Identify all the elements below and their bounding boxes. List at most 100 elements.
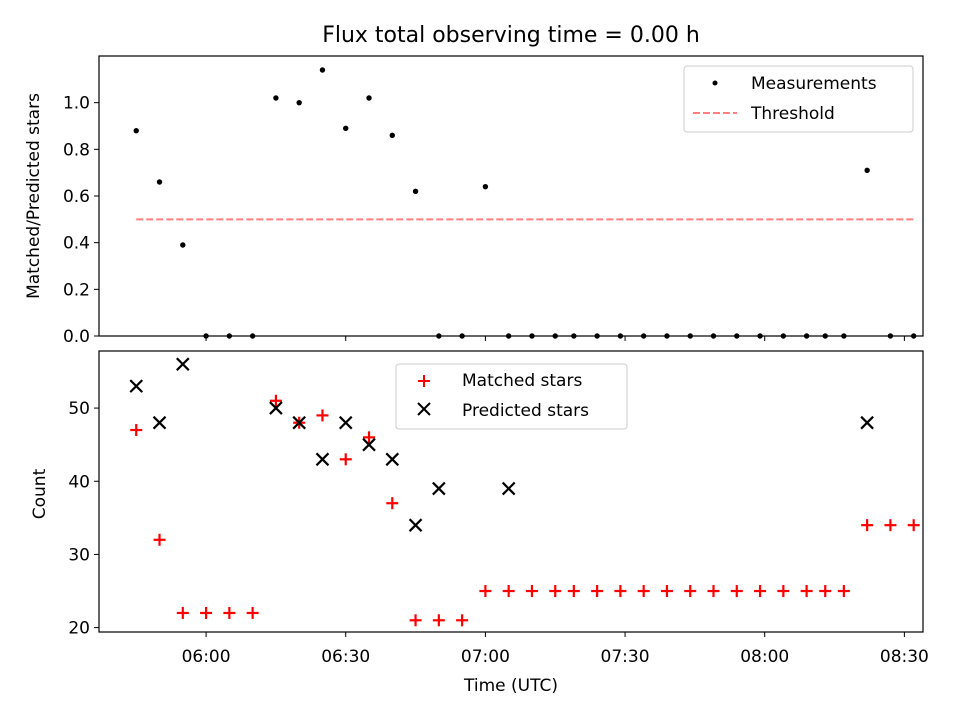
measurement-point (133, 127, 139, 134)
top-x-ticks (205, 336, 905, 341)
predicted-star-point (129, 379, 144, 393)
measurement-point (664, 333, 670, 339)
matched-star-point (479, 585, 492, 598)
matched-star-point (614, 585, 627, 598)
measurement-point (734, 333, 740, 339)
predicted-star-point (501, 481, 516, 496)
measurement-point (319, 67, 326, 73)
measurement-point (436, 333, 442, 339)
matched-star-point (549, 585, 562, 598)
top-legend: Measurements Threshold (683, 65, 914, 133)
measurement-point (226, 333, 233, 339)
matched-star-point (153, 533, 166, 546)
matched-star-point (176, 606, 189, 619)
measurement-point (757, 333, 763, 339)
predicted-star-point (860, 415, 874, 430)
x-axis-label: Time (UTC) (463, 676, 558, 696)
legend-measurements-label: Measurements (751, 74, 877, 94)
matched-star-point (269, 394, 282, 407)
matched-star-point (907, 519, 920, 532)
legend-measurements-marker (712, 80, 718, 86)
top-y-tick-label: 1.0 (63, 94, 90, 114)
predicted-star-point (176, 357, 190, 371)
matched-star-point (567, 585, 580, 598)
bottom-y-tick-label: 40 (68, 472, 90, 492)
measurement-point (571, 333, 577, 339)
x-tick-label: 07:00 (461, 647, 510, 667)
predicted-star-point (385, 452, 400, 467)
matched-star-point (684, 585, 697, 598)
matched-star-point (730, 585, 743, 598)
x-tick-label: 06:30 (321, 647, 370, 667)
top-y-ticks: 0.0 0.2 0.4 0.6 0.8 1.0 (63, 94, 99, 347)
measurement-point (505, 333, 512, 339)
matched-star-point (502, 585, 515, 598)
bottom-plot-area (98, 350, 924, 633)
x-tick-label: 06:00 (182, 647, 231, 667)
matched-star-point (637, 585, 650, 598)
chart-title: Flux total observing time = 0.00 h (322, 23, 700, 48)
measurement-point (180, 242, 186, 248)
predicted-star-point (362, 437, 376, 452)
matched-star-point (223, 606, 236, 619)
measurements-layer (133, 67, 917, 339)
matched-star-point (800, 585, 813, 598)
legend-matched-label: Matched stars (462, 371, 582, 391)
measurement-point (910, 333, 917, 339)
measurement-point (366, 95, 372, 101)
top-y-tick-label: 0.6 (63, 187, 90, 207)
bottom-legend: Matched stars Predicted stars (395, 363, 628, 430)
matched-stars-layer (130, 394, 920, 627)
measurement-point (482, 183, 489, 190)
measurement-point (841, 333, 847, 339)
matched-star-point (819, 585, 832, 598)
predicted-stars-layer (129, 357, 874, 532)
top-panel: 0.0 0.2 0.4 0.6 0.8 1.0 Matched/Predicted sta… (24, 55, 924, 347)
measurement-point (552, 333, 558, 339)
top-y-axis-label: Matched/Predicted stars (24, 93, 44, 299)
bottom-x-ticks: 06:00 06:30 07:00 07:30 08:00 08:30 (182, 632, 929, 667)
legend-predicted-label: Predicted stars (462, 401, 589, 421)
matched-star-point (660, 585, 673, 598)
matched-star-point (200, 606, 213, 619)
measurement-point (529, 333, 535, 339)
matched-star-point (130, 424, 143, 437)
measurement-point (343, 125, 349, 132)
matched-star-point (837, 585, 850, 598)
measurement-point (803, 333, 810, 339)
top-legend-box (683, 65, 914, 133)
measurement-point (687, 333, 693, 339)
predicted-star-point (292, 415, 306, 430)
bottom-y-tick-label: 20 (68, 619, 90, 639)
measurement-point (389, 132, 395, 139)
measurement-point (459, 333, 465, 339)
predicted-star-point (152, 415, 167, 430)
bottom-y-axis-label: Count (30, 468, 50, 519)
predicted-star-point (315, 452, 330, 467)
bottom-y-ticks: 20 30 40 50 (68, 399, 99, 639)
measurement-point (296, 99, 302, 106)
measurement-point (780, 333, 787, 339)
measurement-point (864, 167, 870, 174)
x-tick-label: 08:30 (880, 647, 929, 667)
matched-star-point (707, 585, 720, 598)
matched-star-point (363, 431, 376, 444)
matched-star-point (591, 585, 604, 598)
measurement-point (412, 188, 419, 195)
bottom-y-tick-label: 30 (68, 545, 90, 565)
matched-star-point (861, 519, 874, 532)
top-y-tick-label: 0.4 (63, 234, 90, 254)
measurement-point (640, 333, 647, 339)
matched-star-point (432, 614, 445, 627)
measurement-point (710, 333, 717, 339)
matched-star-point (456, 614, 469, 627)
predicted-star-point (338, 415, 353, 430)
measurement-point (822, 333, 828, 339)
matched-star-point (884, 519, 897, 532)
measurement-point (273, 95, 279, 101)
matched-star-point (409, 614, 422, 627)
legend-predicted-marker (417, 402, 431, 416)
matched-star-point (316, 409, 329, 422)
